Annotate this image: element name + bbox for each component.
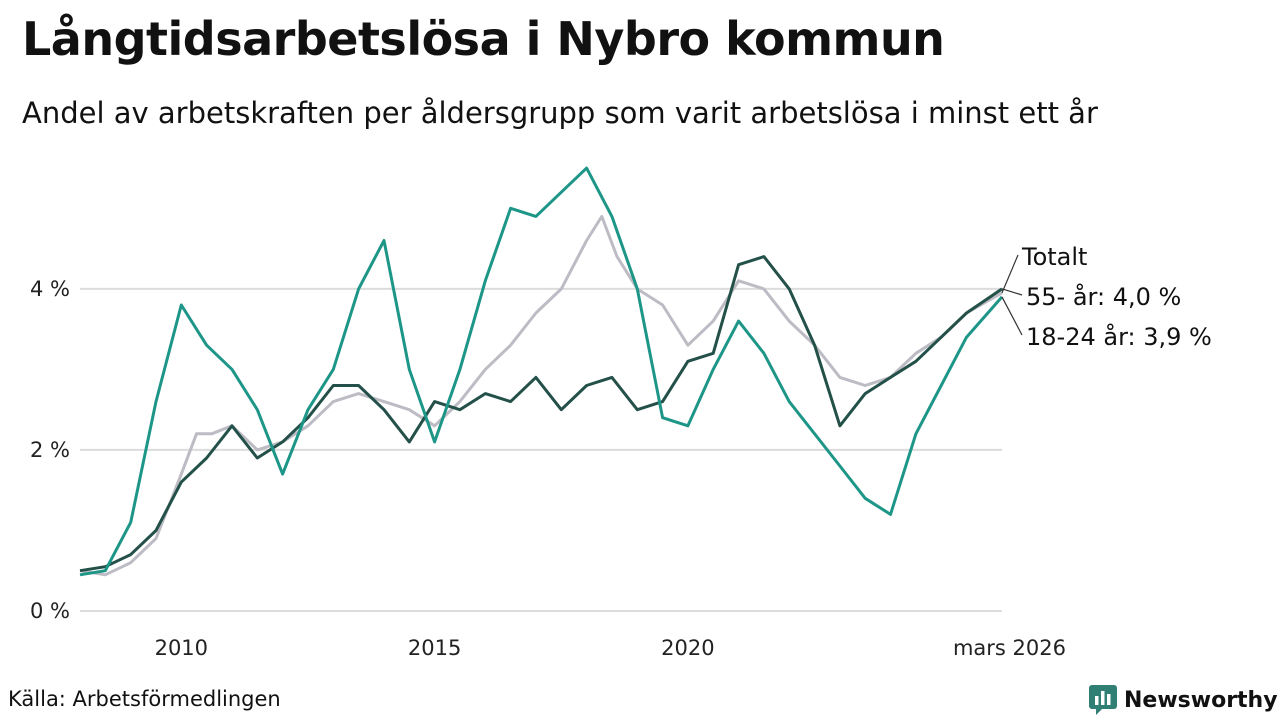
series-line-1 (79, 255, 1003, 573)
grid-lines (80, 287, 1002, 612)
brand-name: Newsworthy (1124, 687, 1278, 713)
source-note: Källa: Arbetsförmedlingen (8, 687, 281, 711)
chart-subtitle: Andel av arbetskraften per åldersgrupp s… (22, 96, 1098, 130)
x-tick-label-2: 2020 (661, 636, 714, 660)
series-label-0: Totalt (1021, 243, 1087, 271)
series-lines (79, 166, 1004, 577)
y-tick-label-2: 4 % (30, 277, 70, 301)
x-axis-ticks: 2010 2015 2020 mars 2026 (155, 636, 1066, 660)
x-tick-label-3: mars 2026 (953, 636, 1066, 660)
annotation-leader-2 (1001, 296, 1023, 336)
line-chart: 0 % 2 % 4 % 2010 2015 2020 mars 2026 Totalt 55… (30, 166, 1212, 660)
brand-logo: Newsworthy (1088, 684, 1278, 716)
y-tick-label-0: 0 % (30, 599, 70, 623)
series-label-1: 55- år: 4,0 % (1026, 282, 1181, 311)
annotation-leader-0 (1001, 254, 1019, 294)
series-line-0 (79, 214, 1003, 577)
y-tick-label-1: 2 % (30, 438, 70, 462)
series-line-2 (79, 166, 1004, 577)
x-tick-label-1: 2015 (408, 636, 461, 660)
y-axis-ticks: 0 % 2 % 4 % (30, 277, 70, 623)
series-label-2: 18-24 år: 3,9 % (1026, 322, 1212, 351)
annotation-leader-1 (1001, 288, 1023, 296)
newsworthy-logo-icon (1089, 685, 1117, 715)
chart-title: Långtidsarbetslösa i Nybro kommun (22, 12, 945, 66)
series-annotations: Totalt 55- år: 4,0 % 18-24 år: 3,9 % (1001, 243, 1212, 351)
x-tick-label-0: 2010 (155, 636, 208, 660)
